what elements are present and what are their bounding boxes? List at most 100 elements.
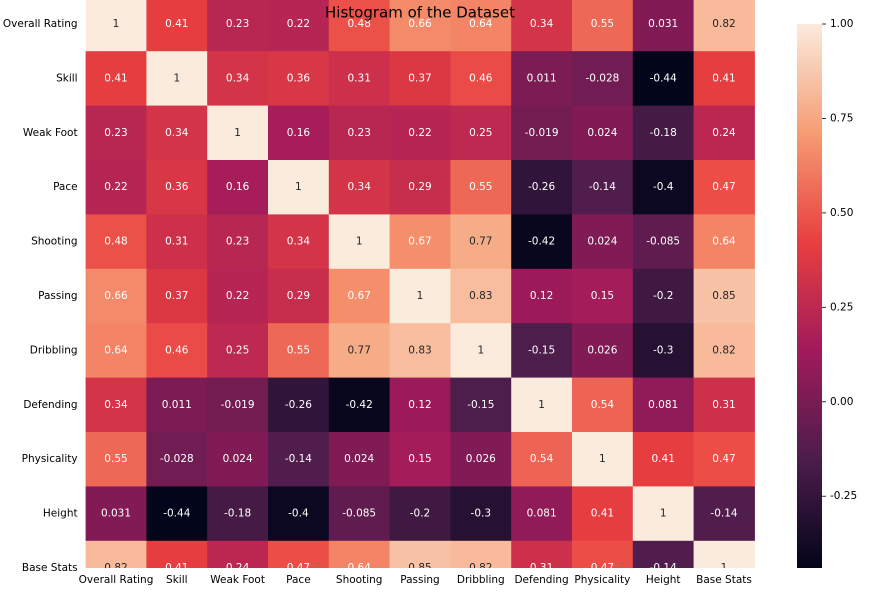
cell-label: 0.37 — [408, 72, 431, 84]
x-tick-label: Shooting — [336, 574, 383, 586]
heatmap-cell — [450, 160, 512, 215]
heatmap-cell — [693, 268, 755, 324]
cell-label: 0.024 — [344, 453, 374, 465]
heatmap-cell — [693, 105, 755, 161]
heatmap-cell — [207, 160, 269, 215]
cell-label: 0.41 — [165, 18, 188, 30]
heatmap-cell — [632, 105, 695, 161]
cell-label: 0.23 — [348, 127, 371, 139]
heatmap-cell — [450, 0, 512, 52]
cell-label: 0.29 — [408, 181, 431, 193]
heatmap-cell — [389, 323, 451, 379]
y-tick-label: Pace — [53, 181, 78, 193]
heatmap-cell — [572, 214, 634, 270]
heatmap-cell — [328, 432, 391, 487]
cell-label: 0.29 — [287, 290, 310, 302]
cell-label: 0.34 — [348, 181, 372, 193]
heatmap: 1 0.41 0.23 0.22 0.48 0.66 0.64 0.34 0.55 0.031 0.… — [85, 0, 755, 574]
heatmap-cell — [632, 214, 695, 270]
cell-label: -0.18 — [224, 508, 251, 520]
heatmap-cell — [389, 160, 451, 215]
heatmap-cell — [450, 214, 512, 270]
heatmap-cell — [511, 377, 573, 433]
cell-label: 0.15 — [591, 290, 614, 302]
heatmap-cell — [389, 268, 451, 324]
cell-label: 1 — [477, 344, 484, 356]
heatmap-cell — [207, 214, 269, 270]
y-tick-label: Defending — [23, 399, 77, 411]
heatmap-cell — [572, 0, 634, 52]
cell-label: 0.34 — [165, 127, 189, 139]
heatmap-cell — [85, 486, 147, 542]
cell-label: 1 — [660, 508, 667, 520]
cell-label: -0.42 — [528, 236, 555, 248]
cell-label: 0.36 — [287, 72, 311, 84]
colorbar-tick-label: 0.00 — [830, 396, 853, 408]
cell-label: 0.77 — [469, 236, 492, 248]
cell-label: -0.3 — [471, 508, 492, 520]
heatmap-cell — [146, 377, 208, 433]
heatmap-cell — [632, 377, 695, 433]
x-tick-label: Passing — [400, 574, 439, 586]
cell-label: 0.31 — [348, 72, 371, 84]
heatmap-cell — [632, 0, 695, 52]
heatmap-cell — [207, 377, 269, 433]
cell-label: 0.64 — [469, 18, 493, 30]
cell-label: 0.64 — [348, 562, 372, 574]
cell-label: 1 — [538, 399, 545, 411]
heatmap-cell — [146, 540, 208, 568]
heatmap-cell — [268, 323, 330, 379]
cell-label: 0.37 — [165, 290, 188, 302]
colorbar-tick-label: -0.25 — [830, 490, 857, 502]
heatmap-cell — [632, 323, 695, 379]
colorbar-tick-label: 0.50 — [830, 207, 853, 219]
heatmap-cell — [389, 51, 451, 107]
cell-label: 0.66 — [104, 290, 128, 302]
heatmap-cell — [328, 268, 391, 324]
cell-label: 0.82 — [712, 18, 735, 30]
cell-label: -0.4 — [288, 508, 309, 520]
cell-label: 0.64 — [712, 236, 736, 248]
cell-label: 0.16 — [287, 127, 311, 139]
y-tick-label: Shooting — [31, 236, 78, 248]
cell-label: -0.42 — [346, 399, 373, 411]
cell-label: 1 — [295, 181, 302, 193]
heatmap-cell — [450, 51, 512, 107]
cell-label: 0.54 — [530, 453, 554, 465]
cell-label: -0.028 — [160, 453, 194, 465]
colorbar-tick-label: 0.25 — [830, 301, 853, 313]
cell-label: 0.031 — [101, 508, 131, 520]
heatmap-cell — [693, 486, 755, 542]
cell-label: 0.031 — [648, 18, 678, 30]
heatmap-cell — [572, 160, 634, 215]
heatmap-cell — [632, 160, 695, 215]
heatmap-cell — [268, 160, 330, 215]
cell-label: 0.41 — [712, 72, 735, 84]
cell-label: -0.44 — [163, 508, 190, 520]
cell-label: -0.18 — [650, 127, 677, 139]
cell-label: 0.41 — [591, 508, 614, 520]
heatmap-cell — [450, 486, 512, 542]
cell-label: 0.85 — [408, 562, 431, 574]
heatmap-cell — [511, 323, 573, 379]
cell-label: 0.024 — [223, 453, 253, 465]
cell-label: -0.14 — [285, 453, 312, 465]
heatmap-cell — [572, 268, 634, 324]
heatmap-cell — [632, 268, 695, 324]
heatmap-cell — [389, 486, 451, 542]
cell-label: 0.46 — [469, 72, 493, 84]
heatmap-cell — [450, 432, 512, 487]
heatmap-cell — [268, 540, 330, 568]
cell-label: 1 — [599, 453, 606, 465]
x-tick-label: Base Stats — [696, 574, 752, 586]
chart-title: Histogram of the Dataset — [325, 4, 515, 22]
x-tick-label: Skill — [166, 574, 188, 586]
heatmap-cell — [146, 486, 208, 542]
colorbar-tick-label: 0.75 — [830, 112, 853, 124]
cell-label: 0.026 — [587, 344, 617, 356]
cell-label: 0.081 — [527, 508, 557, 520]
cell-label: 0.16 — [226, 181, 250, 193]
heatmap-cell — [511, 51, 573, 107]
heatmap-cell — [572, 432, 634, 487]
heatmap-cell — [693, 160, 755, 215]
